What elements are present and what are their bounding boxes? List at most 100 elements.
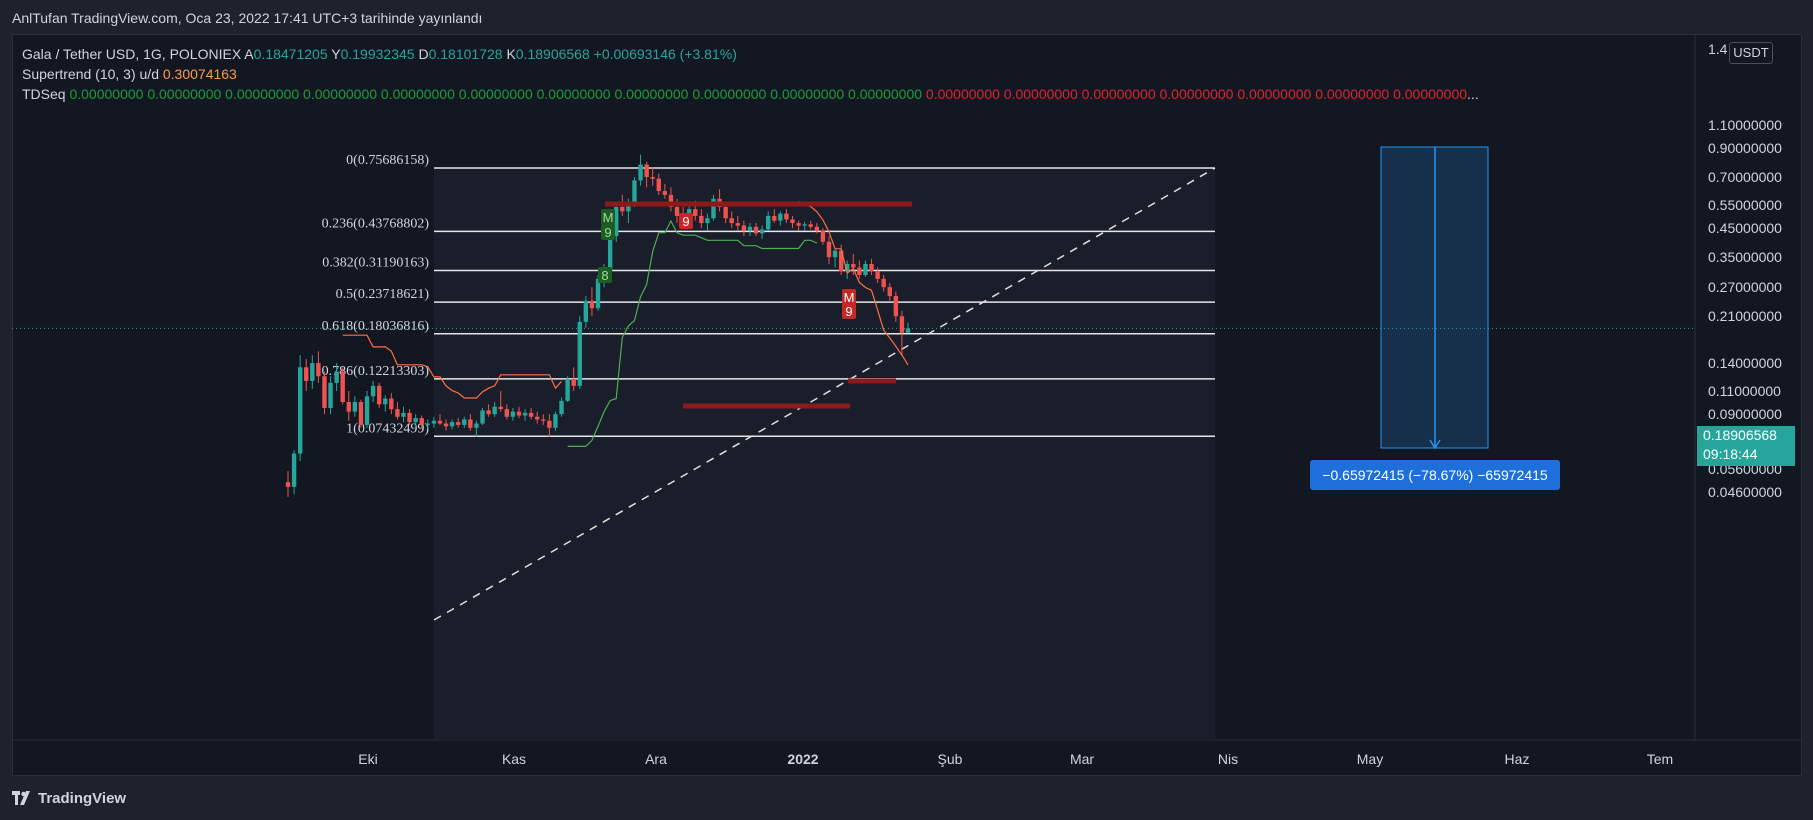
candle-body	[887, 287, 892, 297]
candle-body	[376, 385, 382, 405]
candle-body	[832, 250, 838, 258]
price-tick-label: 0.90000000	[1708, 140, 1782, 156]
candle	[468, 414, 473, 431]
candle-body	[632, 180, 637, 203]
fib-level-label: 0(0.75686158)	[346, 153, 429, 168]
candle-body	[875, 271, 880, 279]
candle-body	[729, 218, 734, 224]
candle-body	[741, 225, 747, 231]
supertrend-mode: u/d	[139, 66, 159, 82]
candle	[875, 267, 880, 283]
price-tick-label: 0.11000000	[1708, 383, 1781, 399]
candle	[796, 220, 801, 231]
candle	[358, 399, 364, 428]
price-tick-label: 0.45000000	[1708, 220, 1782, 236]
time-axis-label: 2022	[787, 751, 818, 767]
tdseq-value: 0.00000000	[610, 86, 689, 102]
candle-body	[838, 250, 844, 272]
candle	[522, 409, 528, 421]
candle-body	[498, 406, 503, 410]
candle	[437, 414, 443, 425]
supertrend-up-line	[567, 219, 818, 447]
candle-body	[364, 396, 370, 425]
candle	[285, 471, 291, 497]
td-marker: 9	[679, 213, 693, 229]
candle	[729, 211, 734, 229]
footer-brand[interactable]: TradingView	[12, 790, 126, 807]
candle-body	[705, 218, 710, 224]
td-marker-text: 9	[682, 214, 689, 229]
td-marker-text: 9	[604, 225, 611, 240]
candle	[583, 296, 589, 328]
currency-unit-button[interactable]: USDT	[1729, 42, 1773, 64]
candle	[370, 380, 376, 402]
candle	[419, 415, 424, 428]
candle-body	[310, 363, 315, 381]
candle	[541, 414, 546, 425]
candle	[328, 376, 333, 415]
time-axis-label: Şub	[938, 751, 963, 767]
candle-body	[607, 236, 613, 272]
candle-body	[516, 411, 522, 416]
candle	[401, 406, 406, 423]
trend-line	[433, 167, 1216, 621]
candle-body	[899, 316, 905, 333]
candle	[462, 416, 467, 428]
candle-body	[577, 321, 582, 386]
candle-body	[905, 328, 911, 333]
candle	[863, 260, 868, 277]
tdseq-value: 0.00000000	[922, 86, 1000, 102]
candle	[790, 215, 795, 229]
supertrend-value: 0.30074163	[162, 66, 237, 82]
legend-close-value: 0.18906568	[515, 46, 590, 62]
candle-body	[565, 379, 570, 401]
candle-body	[614, 207, 619, 237]
candle-body	[419, 418, 424, 425]
candle	[346, 390, 351, 421]
candle	[784, 209, 789, 224]
candle-body	[753, 226, 759, 234]
candle-body	[383, 398, 388, 405]
tdseq-value: 0.00000000	[766, 86, 845, 102]
price-tick-label: 1.10000000	[1708, 117, 1782, 133]
candle	[747, 223, 753, 237]
tdseq-value: 0.00000000	[69, 86, 144, 102]
candle	[765, 211, 771, 231]
candle-body	[322, 376, 327, 408]
legend-tdseq-row[interactable]: TDSeq 0.00000000 0.00000000 0.00000000 0…	[22, 84, 1479, 104]
footer-brand-text: TradingView	[38, 790, 127, 807]
candle-body	[455, 422, 461, 425]
candle-body	[352, 401, 358, 412]
candle	[304, 359, 309, 391]
legend-close-label: K	[506, 46, 516, 62]
candle-body	[765, 215, 771, 230]
legend-symbol[interactable]: Gala / Tether USD, 1G, POLONIEX	[22, 46, 242, 62]
candle-body	[857, 267, 862, 275]
candle-body	[425, 423, 431, 425]
candle	[535, 411, 540, 424]
td-marker-badge	[679, 213, 693, 229]
tdseq-name: TDSeq	[22, 86, 66, 102]
tdseq-value: 0.00000000	[143, 86, 222, 102]
measure-arrow-head	[1429, 439, 1441, 450]
candle	[547, 414, 552, 437]
candle-body	[541, 419, 546, 421]
candle	[887, 282, 892, 301]
candle	[802, 221, 807, 231]
candle	[498, 390, 503, 412]
td-marker-text: 9	[845, 304, 852, 319]
candle-body	[304, 367, 309, 381]
legend-supertrend-row[interactable]: Supertrend (10, 3) u/d 0.30074163	[22, 64, 1479, 84]
candle	[577, 316, 582, 389]
candle	[407, 409, 412, 425]
tdseq-value: 0.00000000	[454, 86, 533, 102]
time-axis-label: May	[1357, 751, 1383, 767]
candle-body	[535, 416, 540, 420]
tdseq-value: 0.00000000	[688, 86, 767, 102]
current-price-value: 0.18906568	[1703, 427, 1777, 443]
candle	[431, 416, 437, 428]
candle-body	[437, 420, 443, 424]
tdseq-value: 0.00000000	[844, 86, 923, 102]
fib-zone-shade	[434, 168, 1215, 740]
